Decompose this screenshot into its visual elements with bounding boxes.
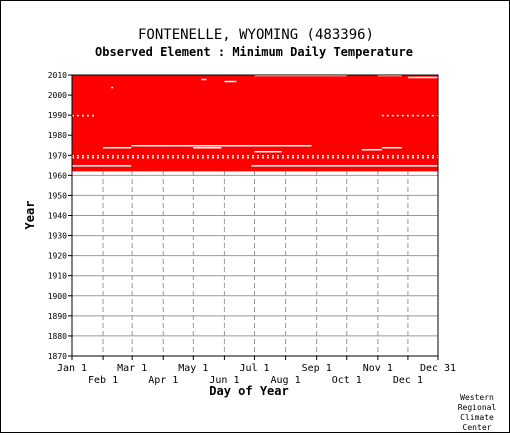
x-tick-label: May 1 xyxy=(178,363,208,374)
credit-line: Regional xyxy=(458,403,497,412)
credit-line: Climate xyxy=(460,413,494,422)
x-tick-label: Jun 1 xyxy=(209,375,239,386)
y-tick-label: 1960 xyxy=(48,171,67,180)
x-tick-label: Dec 1 xyxy=(393,375,423,386)
y-axis-label: Year xyxy=(23,201,37,230)
x-tick-label: Dec 31 xyxy=(420,363,456,374)
credit-block: Western Regional Climate Center xyxy=(458,393,497,432)
x-tick-label: Oct 1 xyxy=(332,375,362,386)
x-axis-label: Day of Year xyxy=(209,384,288,398)
credit-line: Western xyxy=(460,393,494,402)
y-tick-label: 1980 xyxy=(48,131,67,140)
x-tick-label: Jul 1 xyxy=(239,363,269,374)
y-tick-label: 1990 xyxy=(48,111,67,120)
y-tick-label: 2000 xyxy=(48,91,67,100)
credit-line: Center xyxy=(463,423,492,432)
y-tick-label: 1930 xyxy=(48,232,67,241)
chart-title: FONTENELLE, WYOMING (483396) xyxy=(138,27,374,43)
y-tick-label: 1900 xyxy=(48,292,67,301)
x-tick-label: Jan 1 xyxy=(57,363,87,374)
x-tick-label: Feb 1 xyxy=(88,375,118,386)
x-tick-label: Aug 1 xyxy=(271,375,301,386)
y-tick-label: 1890 xyxy=(48,312,67,321)
y-tick-label: 1970 xyxy=(48,151,67,160)
plot-border xyxy=(71,74,439,357)
y-tick-label: 1940 xyxy=(48,212,67,221)
y-tick-label: 1920 xyxy=(48,252,67,261)
y-tick-label: 1950 xyxy=(48,191,67,200)
x-tick-label: Sep 1 xyxy=(302,363,332,374)
y-tick-label: 1910 xyxy=(48,272,67,281)
observed-data-block xyxy=(72,75,438,172)
y-tick-label: 1870 xyxy=(48,352,67,361)
y-tick-label: 2010 xyxy=(48,71,67,80)
y-tick-label: 1880 xyxy=(48,332,67,341)
plot-area: 1870 1880 1890 1900 1910 1920 1930 1940 1950 1960… xyxy=(48,71,456,386)
x-tick-label: Nov 1 xyxy=(363,363,393,374)
x-tick-label: Mar 1 xyxy=(117,363,147,374)
x-tick-label: Apr 1 xyxy=(148,375,178,386)
chart-subtitle: Observed Element : Minimum Daily Tempera… xyxy=(95,45,413,59)
